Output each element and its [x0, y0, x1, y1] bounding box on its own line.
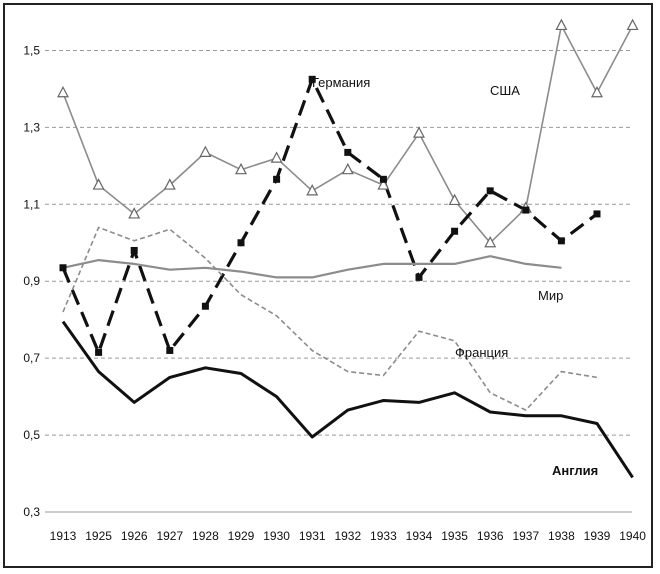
y-tick-label: 0,9	[23, 274, 40, 288]
label-world: Мир	[538, 288, 563, 303]
point-germany	[130, 246, 138, 254]
point-germany	[201, 302, 209, 310]
point-germany	[95, 348, 103, 356]
label-england: Англия	[552, 463, 598, 478]
point-usa	[306, 184, 319, 196]
x-axis: 1913 1925 1926 1927 1928 1929 1930 1931 1932 1933…	[50, 529, 647, 543]
series-line-england	[61, 320, 634, 479]
point-usa	[413, 126, 425, 138]
x-tick-label: 1940	[619, 529, 646, 543]
x-tick-label: 1938	[548, 529, 575, 543]
y-tick-label: 0,3	[23, 505, 40, 519]
point-usa	[92, 178, 105, 190]
x-tick-label: 1930	[263, 529, 290, 543]
x-tick-label: 1926	[121, 529, 148, 543]
point-germany	[273, 175, 281, 183]
y-tick-label: 1,1	[23, 197, 40, 211]
series-line-france	[62, 226, 598, 411]
label-france: Франция	[455, 345, 508, 360]
y-tick-label: 0,7	[23, 351, 40, 365]
point-usa	[484, 235, 497, 248]
point-germany	[308, 75, 316, 83]
y-axis: 0,3 0,5 0,7 0,9 1,1 1,3 1,5	[23, 43, 40, 519]
y-tick-label: 1,5	[23, 43, 40, 57]
point-germany	[166, 346, 174, 354]
point-germany	[237, 239, 245, 247]
series-line-usa	[62, 24, 634, 244]
series-markers	[57, 18, 639, 356]
label-usa: США	[490, 83, 520, 98]
series-labels: Германия США Мир Франция Англия	[312, 75, 598, 478]
x-tick-label: 1933	[370, 529, 397, 543]
chart-frame	[3, 3, 653, 568]
point-germany	[593, 210, 601, 218]
x-tick-label: 1928	[192, 529, 219, 543]
point-usa	[128, 207, 141, 219]
y-tick-label: 1,3	[23, 120, 40, 134]
series-lines	[61, 24, 634, 479]
series-line-germany	[61, 77, 598, 354]
y-tick-label: 0,5	[23, 428, 40, 442]
point-germany	[415, 273, 423, 281]
x-tick-label: 1937	[512, 529, 539, 543]
point-usa	[377, 178, 390, 190]
point-usa	[555, 18, 568, 31]
point-germany	[486, 187, 494, 195]
point-usa	[591, 85, 603, 98]
x-tick-label: 1935	[441, 529, 468, 543]
point-germany	[451, 227, 459, 235]
x-tick-label: 1929	[228, 529, 255, 543]
x-tick-label: 1934	[406, 529, 433, 543]
label-germany: Германия	[312, 75, 370, 90]
point-usa	[235, 162, 247, 175]
point-usa	[448, 193, 461, 206]
x-tick-label: 1939	[584, 529, 611, 543]
x-tick-label: 1932	[334, 529, 361, 543]
x-tick-label: 1936	[477, 529, 504, 543]
x-tick-label: 1927	[156, 529, 183, 543]
x-tick-label: 1931	[299, 529, 326, 543]
point-germany	[344, 148, 352, 156]
series-line-world	[62, 255, 562, 279]
point-usa	[270, 151, 283, 163]
point-usa	[57, 85, 69, 98]
point-usa	[341, 162, 354, 175]
point-usa	[626, 18, 639, 31]
point-germany	[59, 264, 67, 272]
x-tick-label: 1925	[85, 529, 112, 543]
point-germany	[379, 175, 387, 183]
point-germany	[522, 206, 530, 214]
point-usa	[199, 145, 212, 157]
x-tick-label: 1913	[50, 529, 77, 543]
point-germany	[557, 237, 565, 245]
grid-lines	[45, 49, 632, 513]
point-usa	[163, 178, 176, 190]
